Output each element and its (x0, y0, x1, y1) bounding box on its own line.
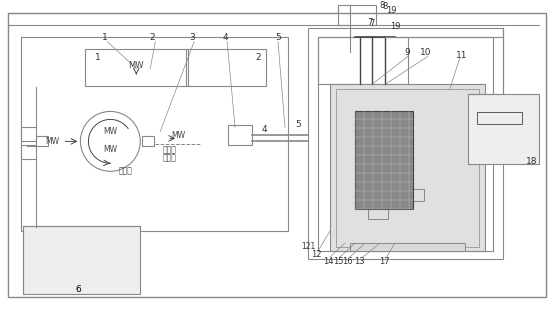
Text: 16: 16 (342, 256, 353, 266)
Text: 19: 19 (391, 22, 401, 31)
Text: 3: 3 (189, 33, 195, 42)
Bar (318, 37, 492, 251)
Bar (21, 37, 288, 231)
Text: 端口一: 端口一 (118, 167, 132, 176)
Text: MW: MW (129, 61, 144, 70)
Text: 10: 10 (420, 48, 431, 57)
Bar (142, 137, 154, 146)
Text: 6: 6 (75, 285, 81, 293)
Text: 19: 19 (386, 6, 397, 15)
Bar (186, 48, 266, 86)
Text: MW: MW (103, 127, 118, 136)
Bar (330, 85, 485, 251)
Text: 11: 11 (456, 51, 467, 60)
Text: 17: 17 (380, 256, 390, 266)
Text: 6: 6 (75, 285, 81, 293)
Text: 5: 5 (275, 33, 281, 42)
Bar (21, 127, 37, 141)
Text: MW: MW (103, 145, 118, 154)
Text: 端口三: 端口三 (162, 154, 176, 163)
Bar (8, 13, 547, 297)
Text: 7: 7 (367, 18, 372, 27)
Text: 15: 15 (332, 256, 343, 266)
Bar (468, 94, 539, 164)
Text: 14: 14 (322, 256, 333, 266)
Bar (355, 111, 413, 209)
Bar (21, 145, 37, 159)
Text: 1: 1 (94, 53, 100, 62)
Bar (477, 112, 522, 124)
Text: 4: 4 (261, 125, 267, 134)
Bar (85, 48, 188, 86)
Text: 18: 18 (526, 157, 537, 166)
Text: 端口二: 端口二 (162, 146, 176, 155)
Bar (37, 137, 48, 146)
Bar (23, 226, 140, 294)
Text: 5: 5 (295, 120, 301, 129)
Text: 2: 2 (149, 33, 155, 42)
Text: 8: 8 (382, 2, 387, 11)
Bar (228, 125, 252, 145)
Bar (308, 28, 502, 259)
Bar (336, 89, 478, 247)
Bar (318, 37, 408, 85)
Text: MW: MW (171, 131, 185, 140)
Text: MW: MW (46, 137, 59, 146)
Text: 4: 4 (223, 33, 228, 42)
Text: 1: 1 (102, 33, 107, 42)
Bar (338, 5, 376, 25)
Text: 13: 13 (355, 256, 365, 266)
Text: 7: 7 (369, 19, 375, 28)
Text: 12: 12 (311, 250, 321, 259)
Text: 121: 121 (301, 242, 315, 251)
Bar (350, 243, 465, 251)
Circle shape (80, 111, 140, 171)
Text: 9: 9 (405, 48, 411, 57)
Bar (368, 209, 388, 219)
Text: 2: 2 (255, 53, 261, 62)
Bar (410, 189, 423, 201)
Text: 8: 8 (379, 1, 385, 10)
